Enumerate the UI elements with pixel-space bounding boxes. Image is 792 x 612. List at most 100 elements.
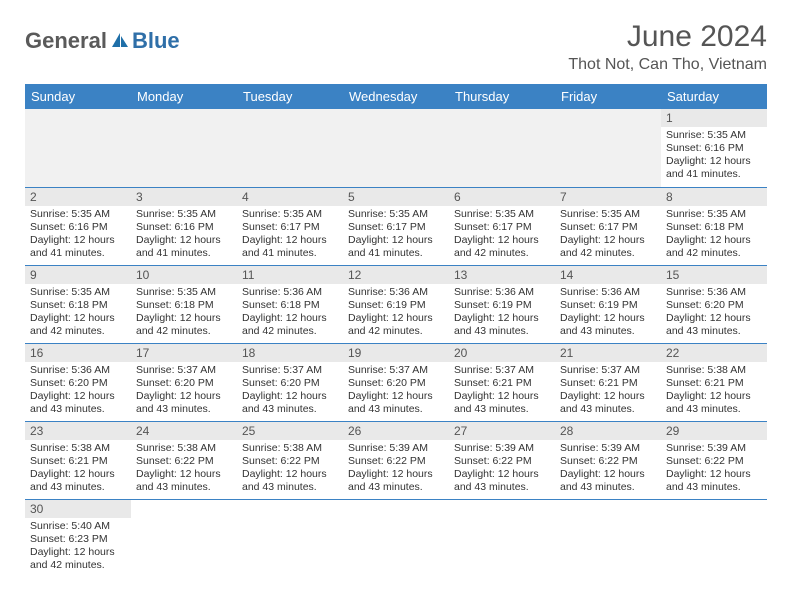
day-info: Sunrise: 5:37 AMSunset: 6:21 PMDaylight:… bbox=[449, 362, 555, 421]
day-number: 30 bbox=[25, 500, 131, 518]
day-header: Thursday bbox=[449, 84, 555, 109]
calendar-cell: 19Sunrise: 5:37 AMSunset: 6:20 PMDayligh… bbox=[343, 343, 449, 421]
calendar-cell: 25Sunrise: 5:38 AMSunset: 6:22 PMDayligh… bbox=[237, 421, 343, 499]
day-number: 4 bbox=[237, 188, 343, 206]
calendar-cell bbox=[25, 109, 131, 187]
day-info: Sunrise: 5:38 AMSunset: 6:21 PMDaylight:… bbox=[661, 362, 767, 421]
day-number: 25 bbox=[237, 422, 343, 440]
calendar-cell: 10Sunrise: 5:35 AMSunset: 6:18 PMDayligh… bbox=[131, 265, 237, 343]
day-number: 29 bbox=[661, 422, 767, 440]
day-info: Sunrise: 5:37 AMSunset: 6:20 PMDaylight:… bbox=[237, 362, 343, 421]
calendar-row: 16Sunrise: 5:36 AMSunset: 6:20 PMDayligh… bbox=[25, 343, 767, 421]
day-number: 9 bbox=[25, 266, 131, 284]
calendar-cell: 21Sunrise: 5:37 AMSunset: 6:21 PMDayligh… bbox=[555, 343, 661, 421]
day-number: 19 bbox=[343, 344, 449, 362]
calendar-cell: 4Sunrise: 5:35 AMSunset: 6:17 PMDaylight… bbox=[237, 187, 343, 265]
logo-text-blue: Blue bbox=[132, 28, 180, 54]
day-info: Sunrise: 5:35 AMSunset: 6:17 PMDaylight:… bbox=[343, 206, 449, 265]
day-number: 12 bbox=[343, 266, 449, 284]
calendar-cell: 17Sunrise: 5:37 AMSunset: 6:20 PMDayligh… bbox=[131, 343, 237, 421]
calendar-cell: 23Sunrise: 5:38 AMSunset: 6:21 PMDayligh… bbox=[25, 421, 131, 499]
calendar-cell: 29Sunrise: 5:39 AMSunset: 6:22 PMDayligh… bbox=[661, 421, 767, 499]
calendar-cell: 16Sunrise: 5:36 AMSunset: 6:20 PMDayligh… bbox=[25, 343, 131, 421]
day-number: 16 bbox=[25, 344, 131, 362]
day-info: Sunrise: 5:36 AMSunset: 6:20 PMDaylight:… bbox=[25, 362, 131, 421]
calendar-cell: 2Sunrise: 5:35 AMSunset: 6:16 PMDaylight… bbox=[25, 187, 131, 265]
day-info: Sunrise: 5:35 AMSunset: 6:17 PMDaylight:… bbox=[555, 206, 661, 265]
day-info: Sunrise: 5:36 AMSunset: 6:19 PMDaylight:… bbox=[449, 284, 555, 343]
day-info: Sunrise: 5:38 AMSunset: 6:22 PMDaylight:… bbox=[131, 440, 237, 499]
calendar-cell bbox=[237, 109, 343, 187]
calendar-cell bbox=[343, 109, 449, 187]
calendar-row: 23Sunrise: 5:38 AMSunset: 6:21 PMDayligh… bbox=[25, 421, 767, 499]
day-number: 13 bbox=[449, 266, 555, 284]
calendar-cell bbox=[555, 109, 661, 187]
day-number: 21 bbox=[555, 344, 661, 362]
day-number: 23 bbox=[25, 422, 131, 440]
day-header: Wednesday bbox=[343, 84, 449, 109]
day-number: 3 bbox=[131, 188, 237, 206]
calendar-cell: 1Sunrise: 5:35 AMSunset: 6:16 PMDaylight… bbox=[661, 109, 767, 187]
day-info: Sunrise: 5:36 AMSunset: 6:19 PMDaylight:… bbox=[555, 284, 661, 343]
calendar-cell bbox=[449, 499, 555, 577]
calendar-cell: 14Sunrise: 5:36 AMSunset: 6:19 PMDayligh… bbox=[555, 265, 661, 343]
day-info: Sunrise: 5:39 AMSunset: 6:22 PMDaylight:… bbox=[449, 440, 555, 499]
calendar-cell: 26Sunrise: 5:39 AMSunset: 6:22 PMDayligh… bbox=[343, 421, 449, 499]
day-header: Friday bbox=[555, 84, 661, 109]
day-number: 7 bbox=[555, 188, 661, 206]
calendar-cell: 11Sunrise: 5:36 AMSunset: 6:18 PMDayligh… bbox=[237, 265, 343, 343]
location: Thot Not, Can Tho, Vietnam bbox=[568, 56, 767, 74]
day-number: 20 bbox=[449, 344, 555, 362]
calendar-cell: 20Sunrise: 5:37 AMSunset: 6:21 PMDayligh… bbox=[449, 343, 555, 421]
calendar-row: 30Sunrise: 5:40 AMSunset: 6:23 PMDayligh… bbox=[25, 499, 767, 577]
day-header: Sunday bbox=[25, 84, 131, 109]
calendar-cell bbox=[343, 499, 449, 577]
calendar-cell: 9Sunrise: 5:35 AMSunset: 6:18 PMDaylight… bbox=[25, 265, 131, 343]
sail-icon bbox=[110, 31, 130, 54]
day-info: Sunrise: 5:35 AMSunset: 6:17 PMDaylight:… bbox=[237, 206, 343, 265]
day-info: Sunrise: 5:37 AMSunset: 6:21 PMDaylight:… bbox=[555, 362, 661, 421]
calendar-cell: 18Sunrise: 5:37 AMSunset: 6:20 PMDayligh… bbox=[237, 343, 343, 421]
calendar-cell: 13Sunrise: 5:36 AMSunset: 6:19 PMDayligh… bbox=[449, 265, 555, 343]
day-number: 22 bbox=[661, 344, 767, 362]
day-number: 27 bbox=[449, 422, 555, 440]
day-info: Sunrise: 5:39 AMSunset: 6:22 PMDaylight:… bbox=[343, 440, 449, 499]
day-info: Sunrise: 5:39 AMSunset: 6:22 PMDaylight:… bbox=[661, 440, 767, 499]
calendar-cell: 30Sunrise: 5:40 AMSunset: 6:23 PMDayligh… bbox=[25, 499, 131, 577]
day-number: 10 bbox=[131, 266, 237, 284]
calendar-cell bbox=[555, 499, 661, 577]
day-number: 28 bbox=[555, 422, 661, 440]
day-info: Sunrise: 5:35 AMSunset: 6:16 PMDaylight:… bbox=[661, 127, 767, 186]
day-info: Sunrise: 5:35 AMSunset: 6:17 PMDaylight:… bbox=[449, 206, 555, 265]
calendar-cell: 28Sunrise: 5:39 AMSunset: 6:22 PMDayligh… bbox=[555, 421, 661, 499]
day-header-row: SundayMondayTuesdayWednesdayThursdayFrid… bbox=[25, 84, 767, 109]
calendar-row: 9Sunrise: 5:35 AMSunset: 6:18 PMDaylight… bbox=[25, 265, 767, 343]
day-number: 2 bbox=[25, 188, 131, 206]
calendar-cell: 15Sunrise: 5:36 AMSunset: 6:20 PMDayligh… bbox=[661, 265, 767, 343]
day-number: 8 bbox=[661, 188, 767, 206]
day-number: 6 bbox=[449, 188, 555, 206]
calendar-row: 1Sunrise: 5:35 AMSunset: 6:16 PMDaylight… bbox=[25, 109, 767, 187]
day-number: 14 bbox=[555, 266, 661, 284]
day-info: Sunrise: 5:37 AMSunset: 6:20 PMDaylight:… bbox=[131, 362, 237, 421]
day-info: Sunrise: 5:39 AMSunset: 6:22 PMDaylight:… bbox=[555, 440, 661, 499]
calendar-cell: 22Sunrise: 5:38 AMSunset: 6:21 PMDayligh… bbox=[661, 343, 767, 421]
day-info: Sunrise: 5:36 AMSunset: 6:20 PMDaylight:… bbox=[661, 284, 767, 343]
day-number: 17 bbox=[131, 344, 237, 362]
day-number: 11 bbox=[237, 266, 343, 284]
day-info: Sunrise: 5:36 AMSunset: 6:18 PMDaylight:… bbox=[237, 284, 343, 343]
calendar-cell: 6Sunrise: 5:35 AMSunset: 6:17 PMDaylight… bbox=[449, 187, 555, 265]
day-info: Sunrise: 5:40 AMSunset: 6:23 PMDaylight:… bbox=[25, 518, 131, 577]
day-number: 18 bbox=[237, 344, 343, 362]
day-info: Sunrise: 5:35 AMSunset: 6:18 PMDaylight:… bbox=[661, 206, 767, 265]
calendar-cell: 3Sunrise: 5:35 AMSunset: 6:16 PMDaylight… bbox=[131, 187, 237, 265]
calendar-cell: 8Sunrise: 5:35 AMSunset: 6:18 PMDaylight… bbox=[661, 187, 767, 265]
calendar-cell bbox=[237, 499, 343, 577]
calendar-cell: 7Sunrise: 5:35 AMSunset: 6:17 PMDaylight… bbox=[555, 187, 661, 265]
day-header: Tuesday bbox=[237, 84, 343, 109]
day-info: Sunrise: 5:35 AMSunset: 6:16 PMDaylight:… bbox=[131, 206, 237, 265]
calendar-table: SundayMondayTuesdayWednesdayThursdayFrid… bbox=[25, 84, 767, 577]
day-info: Sunrise: 5:35 AMSunset: 6:18 PMDaylight:… bbox=[131, 284, 237, 343]
day-info: Sunrise: 5:35 AMSunset: 6:18 PMDaylight:… bbox=[25, 284, 131, 343]
calendar-cell: 12Sunrise: 5:36 AMSunset: 6:19 PMDayligh… bbox=[343, 265, 449, 343]
